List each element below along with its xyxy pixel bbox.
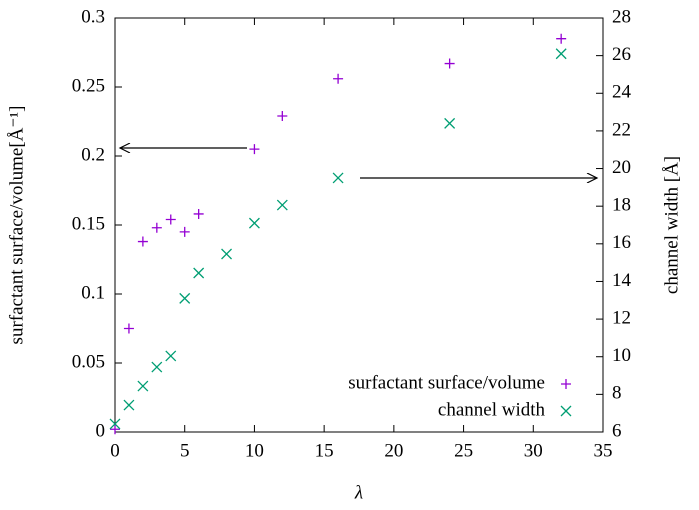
plot-frame xyxy=(114,17,604,433)
y-tick-label: 0.2 xyxy=(81,144,105,165)
y2-tick-label: 26 xyxy=(612,44,631,65)
data-point xyxy=(555,48,567,60)
legend-label: channel width xyxy=(438,399,546,420)
legend-label: surfactant surface/volume xyxy=(348,372,545,393)
data-point xyxy=(193,267,205,279)
x-tick-label: 5 xyxy=(180,440,190,461)
y-tick-label: 0.15 xyxy=(72,213,105,234)
y-axis-label: surfactant surface/volume[Å⁻¹] xyxy=(6,106,27,345)
data-point xyxy=(248,217,260,229)
x-tick-label: 10 xyxy=(245,440,264,461)
data-point xyxy=(276,199,288,211)
y2-tick-label: 8 xyxy=(612,383,622,404)
x-tick-label: 30 xyxy=(524,440,543,461)
data-point xyxy=(165,214,176,225)
y-tick-label: 0.25 xyxy=(72,75,105,96)
y2-tick-label: 16 xyxy=(612,232,631,253)
data-point xyxy=(151,361,163,373)
data-point xyxy=(221,248,233,260)
data-point xyxy=(123,399,135,411)
y2-tick-label: 22 xyxy=(612,119,631,140)
x-axis-label: λ xyxy=(354,482,363,503)
data-point xyxy=(277,110,288,121)
y2-tick-label: 20 xyxy=(612,157,631,178)
y2-tick-label: 18 xyxy=(612,195,631,216)
data-point xyxy=(123,323,134,334)
y2-tick-label: 14 xyxy=(612,270,632,291)
legend-marker xyxy=(560,405,572,417)
x-tick-label: 25 xyxy=(454,440,473,461)
legend-marker xyxy=(561,379,571,389)
data-point xyxy=(151,222,162,233)
data-point xyxy=(444,117,456,129)
y-tick-label: 0.1 xyxy=(81,282,105,303)
data-point xyxy=(333,73,344,84)
y-tick-label: 0.3 xyxy=(81,6,105,27)
y-tick-label: 0 xyxy=(96,420,106,441)
data-point xyxy=(332,172,344,184)
data-point xyxy=(165,350,177,362)
y2-tick-label: 10 xyxy=(612,345,631,366)
y2-axis-label: channel width [Å] xyxy=(661,156,682,294)
data-point xyxy=(109,418,121,430)
data-point xyxy=(137,380,149,392)
data-point xyxy=(179,292,191,304)
y2-tick-label: 12 xyxy=(612,307,631,328)
x-tick-label: 20 xyxy=(384,440,403,461)
y2-tick-label: 24 xyxy=(612,82,632,103)
data-point xyxy=(444,58,455,69)
y2-tick-label: 28 xyxy=(612,6,631,27)
data-point xyxy=(556,33,567,44)
y-tick-label: 0.05 xyxy=(72,351,105,372)
data-point xyxy=(179,226,190,237)
x-tick-label: 15 xyxy=(315,440,334,461)
data-point xyxy=(249,144,260,155)
data-point xyxy=(110,424,120,435)
x-tick-label: 0 xyxy=(110,440,120,461)
data-point xyxy=(137,236,148,247)
y2-tick-label: 6 xyxy=(612,420,622,441)
x-tick-label: 35 xyxy=(594,440,613,461)
data-point xyxy=(193,208,204,219)
